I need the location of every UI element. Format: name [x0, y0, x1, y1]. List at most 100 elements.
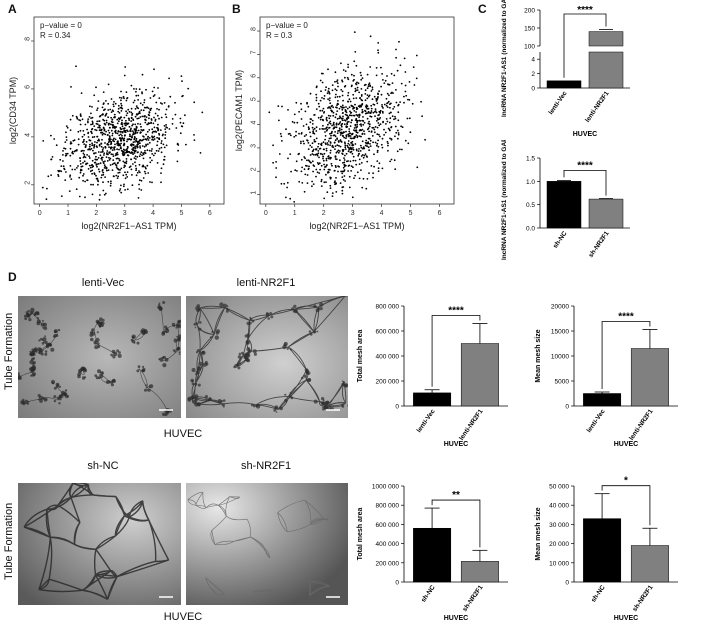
scatter-point [372, 111, 375, 114]
scatter-point [116, 177, 119, 180]
scatter-point [328, 127, 330, 129]
scatter-point [97, 100, 100, 102]
scatter-point [321, 153, 324, 156]
scatter-point [408, 117, 411, 120]
scatter-point [137, 122, 139, 125]
scatter-point [115, 174, 118, 177]
cell [291, 307, 295, 311]
cell [198, 327, 202, 331]
scatter-point [74, 168, 76, 171]
scatter-point [118, 171, 121, 174]
tube-segment [93, 549, 97, 575]
scatter-point [69, 176, 71, 178]
scatter-point [107, 134, 109, 136]
cell [111, 349, 116, 354]
cell [19, 377, 22, 380]
scatter-point [368, 149, 370, 152]
scatter-point [377, 145, 380, 148]
scatter-point [375, 144, 378, 147]
tube-segment [310, 518, 329, 525]
scatter-point [376, 126, 379, 129]
huvec-label-row2: HUVEC [163, 611, 203, 623]
scatter-point [101, 174, 103, 177]
cell [192, 399, 196, 404]
scatter-point [69, 174, 72, 177]
cell [42, 337, 47, 342]
annotation: R = 0.3 [266, 31, 293, 40]
scatter-point [411, 102, 414, 105]
scatter-point [320, 116, 322, 119]
tube-segment [205, 504, 219, 509]
scatter-point [318, 105, 321, 108]
scatter-point [140, 189, 143, 191]
significance-bracket [563, 13, 607, 78]
scatter-point [318, 156, 320, 159]
cell [319, 302, 324, 307]
scatter-point [164, 113, 167, 116]
scatter-point [134, 155, 137, 158]
scatter-point [350, 148, 353, 151]
scatter-point [119, 133, 122, 136]
scatter-point [324, 135, 327, 137]
scatter-point [316, 171, 319, 174]
scatter-point [47, 175, 50, 178]
cell [284, 393, 287, 396]
scatter-point [323, 97, 325, 100]
tube-segment [214, 540, 234, 545]
category-label: sh-NC [590, 584, 607, 604]
cell [249, 317, 253, 321]
scatter-point [110, 129, 113, 132]
scatter-point [98, 120, 100, 122]
tube-segment [38, 537, 51, 590]
tube-segment [196, 350, 201, 373]
cell [341, 382, 345, 387]
scatter-point [335, 124, 338, 126]
scatter-point [408, 99, 411, 101]
scatter-point [371, 88, 374, 91]
scatter-point [88, 116, 91, 118]
scatter-point [108, 146, 110, 149]
scatter-point [153, 126, 156, 129]
scatter-point [123, 152, 126, 154]
cell [237, 355, 242, 359]
scatter-point [306, 182, 309, 185]
scatter-point [350, 73, 353, 76]
scatter-point [79, 123, 82, 126]
scatter-point [125, 119, 127, 122]
scatter-point [310, 146, 313, 149]
y-axis-label: lncRNA NR2F1-AS1 (normalized to GAPDH) [501, 140, 508, 260]
scatter-point [91, 136, 94, 139]
scatter-point [135, 90, 137, 93]
tube-segment [128, 500, 144, 518]
cell [89, 333, 93, 337]
scatter-point [341, 94, 344, 97]
scatter-point [116, 122, 119, 125]
tube-segment [211, 530, 216, 545]
scatter-point [356, 135, 359, 138]
scatter-point [135, 94, 138, 97]
scatter-point [353, 127, 356, 129]
scatter-point [320, 90, 322, 93]
y-tick-label: 0 [531, 86, 535, 93]
scatter-point [351, 144, 354, 147]
scatter-point [138, 155, 141, 158]
cell [36, 312, 40, 316]
scatter-point [400, 82, 403, 85]
scatter-point [364, 112, 367, 115]
tube-segment [114, 515, 126, 537]
cell [98, 322, 103, 327]
scatter-point [41, 186, 44, 189]
scatter-point [364, 109, 366, 112]
scatter-point [335, 126, 338, 129]
scatter-point [333, 169, 336, 172]
scatter-point [134, 115, 137, 118]
tube-segment [287, 346, 307, 371]
scatter-point [108, 138, 110, 141]
scatter-point [351, 152, 354, 155]
cell [293, 304, 297, 309]
scatter-point [342, 166, 345, 169]
y-tick-label: 0.0 [526, 226, 535, 233]
scatter-point [373, 128, 376, 131]
scatter-point [136, 156, 139, 158]
cell [130, 338, 134, 342]
